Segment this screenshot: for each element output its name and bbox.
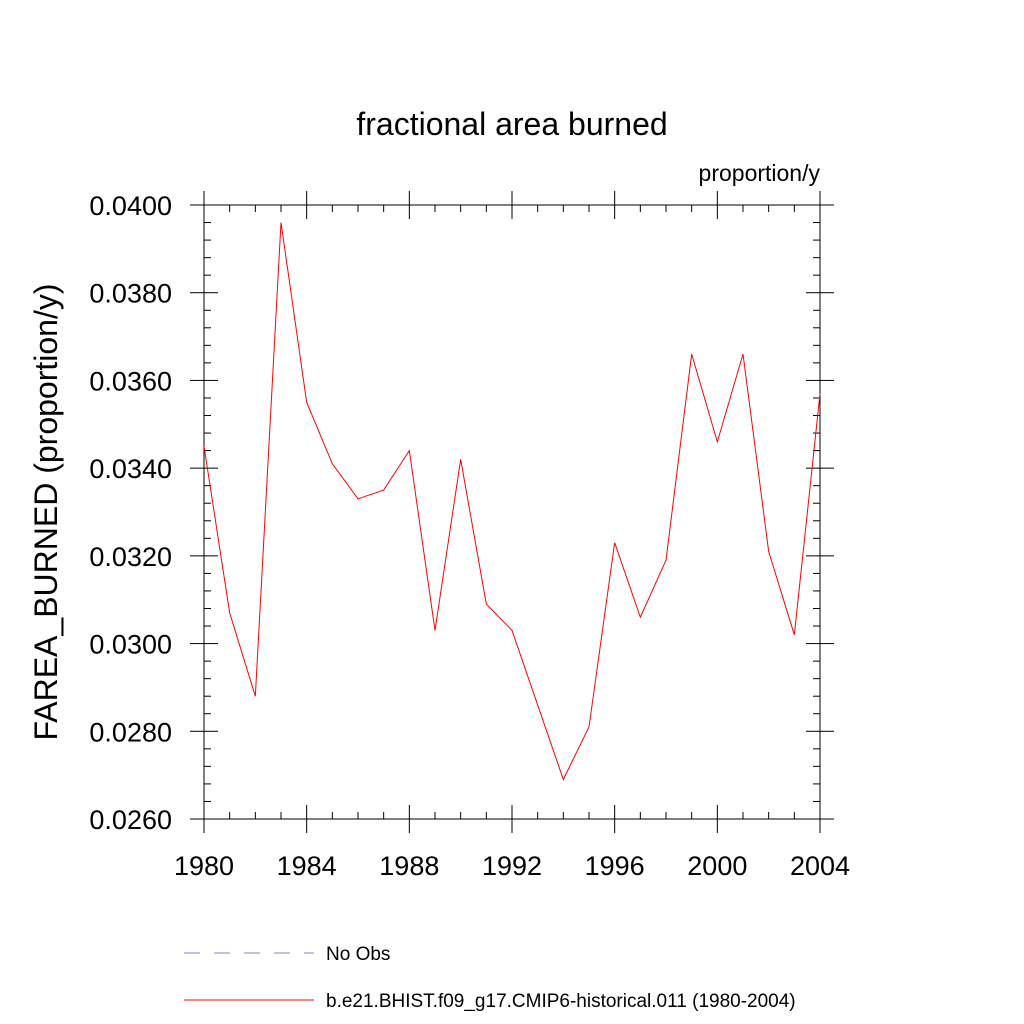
y-tick-label: 0.0400 (89, 191, 172, 221)
y-tick-label: 0.0260 (89, 805, 172, 835)
x-tick-label: 2000 (687, 851, 747, 881)
y-axis-label: FAREA_BURNED (proportion/y) (28, 283, 64, 740)
y-tick-label: 0.0300 (89, 630, 172, 660)
y-tick-label: 0.0380 (89, 279, 172, 309)
legend-label-model: b.e21.BHIST.f09_g17.CMIP6-historical.011… (326, 991, 796, 1012)
series-line (203, 222, 821, 781)
chart-title: fractional area burned (356, 106, 667, 142)
x-tick-label: 1984 (277, 851, 337, 881)
plot-frame (203, 204, 821, 820)
y-tick-label: 0.0360 (89, 366, 172, 396)
x-tick-label: 1992 (482, 851, 542, 881)
plot-area: 1980 1984 1988 1992 1996 2000 2004 0.0260 0.0280… (89, 191, 850, 881)
x-tick-label: 1988 (379, 851, 439, 881)
y-tick-label: 0.0320 (89, 542, 172, 572)
y-tick-label: 0.0280 (89, 717, 172, 747)
y-tick-label: 0.0340 (89, 454, 172, 484)
x-tick-label: 2004 (790, 851, 850, 881)
legend: No Obs b.e21.BHIST.f09_g17.CMIP6-historic… (184, 944, 796, 1012)
x-tick-label: 1996 (585, 851, 645, 881)
legend-label-no-obs: No Obs (326, 944, 390, 965)
units-label: proportion/y (699, 160, 821, 186)
x-tick-label: 1980 (174, 851, 234, 881)
